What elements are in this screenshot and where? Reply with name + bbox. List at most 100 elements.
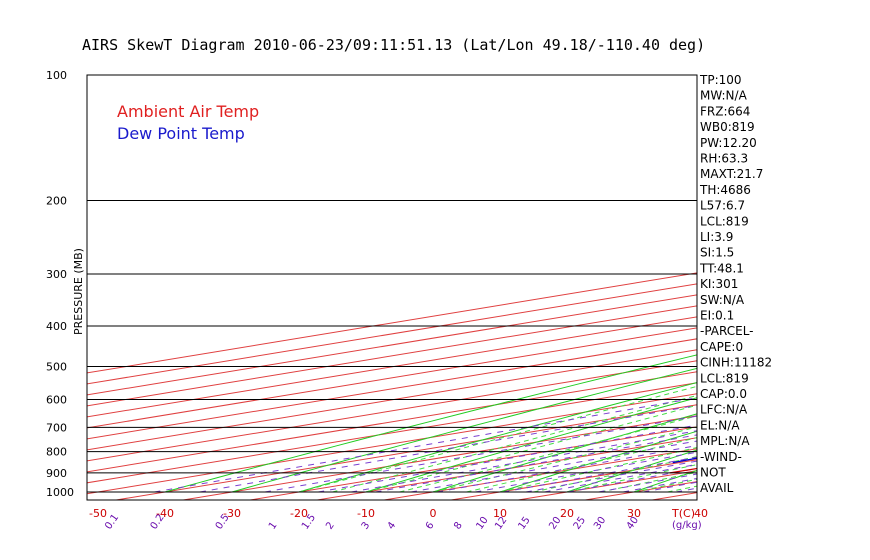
bottom-unit-label: T(C) <box>671 507 695 520</box>
bottom-temp-tick-label: -40 <box>156 507 174 520</box>
isotherm-line <box>250 426 697 500</box>
sounding-index: EI:0.1 <box>700 309 734 323</box>
isotherm-line <box>87 349 697 451</box>
isotherm-line <box>317 437 697 500</box>
sounding-index: MW:N/A <box>700 89 748 103</box>
sounding-index: TT:48.1 <box>699 261 744 275</box>
dry-adiabat-line <box>432 413 697 493</box>
isotherm-line <box>87 382 697 484</box>
mixing-ratio-line <box>375 434 697 493</box>
mixing-ratio-line <box>544 463 697 493</box>
sounding-index: WB0:819 <box>700 120 755 134</box>
sounding-index: PW:12.20 <box>700 136 757 150</box>
isotherm-line <box>116 404 697 500</box>
moist-adiabat-line <box>365 404 697 493</box>
mixing-ratio-tick-label: 3 <box>360 520 373 532</box>
moist-adiabat-line <box>499 446 697 493</box>
mixing-ratio-tick-label: 15 <box>516 515 532 532</box>
sounding-index: LCL:819 <box>700 214 749 228</box>
sounding-index: RH:63.3 <box>700 152 748 166</box>
mixing-ratio-tick-label: 30 <box>592 515 608 532</box>
dry-adiabat-line <box>365 397 697 493</box>
mixing-unit-label: (g/kg) <box>672 520 702 531</box>
mixing-ratio-line <box>410 440 697 493</box>
mixing-ratio-tick-label: 4 <box>386 520 399 532</box>
bottom-temp-tick-label: 10 <box>493 507 507 520</box>
sounding-index: CAP:0.0 <box>700 387 747 401</box>
isotherm-line <box>786 75 870 500</box>
sounding-index: MAXT:21.7 <box>700 167 763 181</box>
mixing-ratio-line <box>475 451 697 493</box>
mixing-ratio-line <box>525 460 697 493</box>
y-tick-label: 300 <box>46 268 67 281</box>
mixing-ratio-line <box>154 397 697 493</box>
sounding-index: KI:301 <box>700 277 738 291</box>
sounding-index: CINH:11182 <box>700 356 772 370</box>
moist-adiabat-line <box>466 437 697 493</box>
moist-adiabat-line <box>633 478 697 493</box>
sounding-index: FRZ:664 <box>700 104 750 118</box>
mixing-ratio-tick-label: 10 <box>474 515 490 532</box>
bottom-temp-tick-label: 30 <box>627 507 641 520</box>
moist-adiabat-line <box>432 426 697 493</box>
y-tick-label: 1000 <box>46 486 74 499</box>
isotherm-line <box>384 448 697 500</box>
mixing-ratio-line <box>503 456 697 493</box>
isotherm-line <box>87 371 697 473</box>
y-tick-label: 100 <box>46 69 67 82</box>
sounding-index: TP:100 <box>699 73 742 87</box>
sounding-index: NOT <box>700 466 726 480</box>
isotherm-line <box>87 283 697 385</box>
mixing-ratio-line <box>623 477 697 493</box>
bottom-temp-tick-label: 0 <box>430 507 437 520</box>
dry-adiabat-line <box>566 449 697 493</box>
dry-adiabat-line <box>298 382 697 493</box>
isotherm-line <box>87 338 697 440</box>
bottom-temp-tick-label: 40 <box>694 507 708 520</box>
sounding-index: LFC:N/A <box>700 403 748 417</box>
sounding-index: EL:N/A <box>700 418 740 432</box>
isotherm-line <box>87 393 697 495</box>
bottom-temp-tick-label: -20 <box>290 507 308 520</box>
sounding-index: LI:3.9 <box>700 230 733 244</box>
dry-adiabat-line <box>835 75 870 492</box>
mixing-ratio-tick-label: 1 <box>267 520 280 532</box>
mixing-ratio-line <box>643 481 697 493</box>
sounding-index: LCL:819 <box>700 371 749 385</box>
dry-adiabat-line <box>164 354 697 493</box>
sounding-index: SI:1.5 <box>700 246 734 260</box>
legend-ambient-air-temp: Ambient Air Temp <box>117 102 259 121</box>
dry-adiabat-line <box>768 75 870 492</box>
legend-dew-point-temp: Dew Point Temp <box>117 124 245 143</box>
y-tick-label: 600 <box>46 393 67 406</box>
sounding-index: L57:6.7 <box>700 199 745 213</box>
mixing-ratio-line <box>318 424 697 493</box>
y-tick-label: 800 <box>46 446 67 459</box>
isotherm-line <box>652 492 697 500</box>
mixing-ratio-tick-label: 25 <box>572 515 588 532</box>
sounding-index: SW:N/A <box>700 293 745 307</box>
isotherm-line <box>183 415 697 500</box>
sounding-index: -WIND- <box>700 450 742 464</box>
sounding-index: TH:4686 <box>699 183 751 197</box>
moist-adiabat-line <box>667 485 697 493</box>
mixing-ratio-tick-label: 6 <box>424 520 437 532</box>
mixing-ratio-tick-label: 8 <box>452 520 465 532</box>
mixing-ratio-line <box>351 430 697 493</box>
mixing-ratio-line <box>437 445 697 493</box>
moist-adiabat-line <box>332 394 697 493</box>
sounding-index: -PARCEL- <box>700 324 754 338</box>
y-tick-label: 500 <box>46 360 67 373</box>
chart-title: AIRS SkewT Diagram 2010-06-23/09:11:51.1… <box>82 36 705 54</box>
isotherm-line <box>87 360 697 462</box>
sounding-index: AVAIL <box>700 481 734 495</box>
y-axis-title: PRESSURE (MB) <box>72 248 85 335</box>
y-tick-label: 400 <box>46 320 67 333</box>
plot-frame <box>86 74 698 501</box>
y-tick-label: 200 <box>46 195 67 208</box>
y-tick-label: 900 <box>46 467 67 480</box>
bottom-temp-tick-label: -30 <box>223 507 241 520</box>
y-tick-label: 700 <box>46 421 67 434</box>
sounding-index: CAPE:0 <box>700 340 743 354</box>
